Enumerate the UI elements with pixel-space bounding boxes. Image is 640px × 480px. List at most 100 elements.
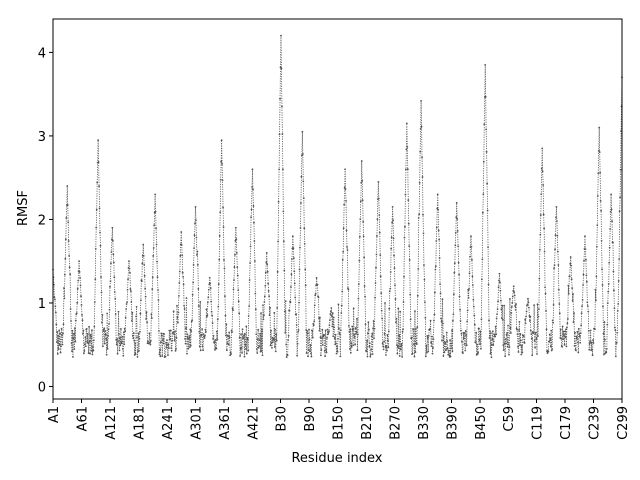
data-point xyxy=(265,261,268,264)
data-point xyxy=(257,346,260,349)
data-point xyxy=(245,352,248,355)
data-point xyxy=(340,304,343,307)
data-point xyxy=(74,319,77,322)
data-point xyxy=(300,154,303,157)
data-point xyxy=(205,308,208,311)
x-tick-label: B150 xyxy=(332,406,347,440)
data-point xyxy=(456,230,459,232)
data-point xyxy=(582,273,585,276)
data-point xyxy=(296,354,299,357)
data-point xyxy=(125,303,128,305)
data-point xyxy=(339,355,342,358)
data-point xyxy=(361,179,364,182)
data-point xyxy=(405,148,408,151)
data-point xyxy=(64,257,67,260)
data-point xyxy=(280,67,283,70)
data-point xyxy=(63,297,66,300)
data-point xyxy=(73,332,75,335)
data-point xyxy=(614,329,617,332)
data-point xyxy=(182,275,185,278)
data-point xyxy=(389,271,392,273)
data-point xyxy=(108,308,111,311)
data-point xyxy=(392,219,394,222)
data-point xyxy=(248,305,251,308)
data-point xyxy=(282,210,285,213)
data-point xyxy=(183,304,185,307)
data-point xyxy=(286,354,289,357)
data-point xyxy=(434,265,437,268)
data-point xyxy=(202,349,204,352)
data-point xyxy=(93,301,96,303)
data-point xyxy=(533,304,536,307)
data-point xyxy=(201,345,204,348)
data-point xyxy=(452,313,455,316)
data-point xyxy=(573,312,575,314)
data-point xyxy=(296,342,299,345)
data-point xyxy=(451,329,453,331)
data-point xyxy=(541,170,544,173)
data-point xyxy=(579,332,582,335)
data-point xyxy=(228,336,231,339)
data-point xyxy=(219,178,222,181)
data-point xyxy=(167,347,170,350)
data-point xyxy=(285,356,288,359)
data-point xyxy=(191,293,194,296)
data-point xyxy=(234,253,236,256)
data-point xyxy=(173,333,176,336)
data-point xyxy=(185,327,187,330)
data-point xyxy=(442,335,445,338)
data-point xyxy=(502,344,505,346)
data-point xyxy=(149,340,152,342)
data-point xyxy=(355,331,358,333)
data-point xyxy=(78,260,81,263)
data-point xyxy=(196,250,199,253)
data-point xyxy=(495,333,498,336)
data-point xyxy=(485,128,488,131)
data-point xyxy=(311,329,314,332)
data-point xyxy=(590,341,593,344)
data-point xyxy=(197,305,200,307)
data-point xyxy=(185,297,188,300)
data-point xyxy=(528,306,530,309)
data-point xyxy=(78,270,81,273)
data-point xyxy=(603,353,605,356)
data-point xyxy=(230,353,233,355)
data-point xyxy=(58,344,61,346)
data-point xyxy=(461,352,464,354)
data-point xyxy=(426,337,429,340)
data-point xyxy=(525,310,528,313)
data-point xyxy=(550,349,553,352)
data-point xyxy=(142,243,145,246)
data-point xyxy=(165,341,167,344)
data-point xyxy=(101,313,104,316)
data-point xyxy=(438,257,441,259)
data-point xyxy=(88,340,91,343)
data-point xyxy=(229,351,232,354)
data-point xyxy=(484,95,487,98)
data-point xyxy=(506,345,509,348)
data-point xyxy=(261,354,264,357)
data-point xyxy=(491,338,494,341)
data-point xyxy=(170,349,173,352)
data-point xyxy=(567,284,570,287)
data-point xyxy=(144,287,147,290)
x-tick-label: B30 xyxy=(275,406,290,431)
data-point xyxy=(134,353,137,356)
data-point xyxy=(510,312,513,314)
data-point xyxy=(184,337,186,340)
data-point xyxy=(477,351,479,354)
data-point xyxy=(584,235,586,238)
data-point xyxy=(606,323,609,326)
data-point xyxy=(321,328,324,331)
data-point xyxy=(517,345,519,348)
data-point xyxy=(373,327,376,330)
data-point xyxy=(330,314,333,317)
data-point xyxy=(558,303,561,305)
data-point xyxy=(350,345,353,348)
data-point xyxy=(607,283,610,285)
data-point xyxy=(393,267,396,269)
data-point xyxy=(303,227,306,230)
data-point xyxy=(138,350,140,352)
data-point xyxy=(587,310,590,313)
data-point xyxy=(117,310,120,313)
